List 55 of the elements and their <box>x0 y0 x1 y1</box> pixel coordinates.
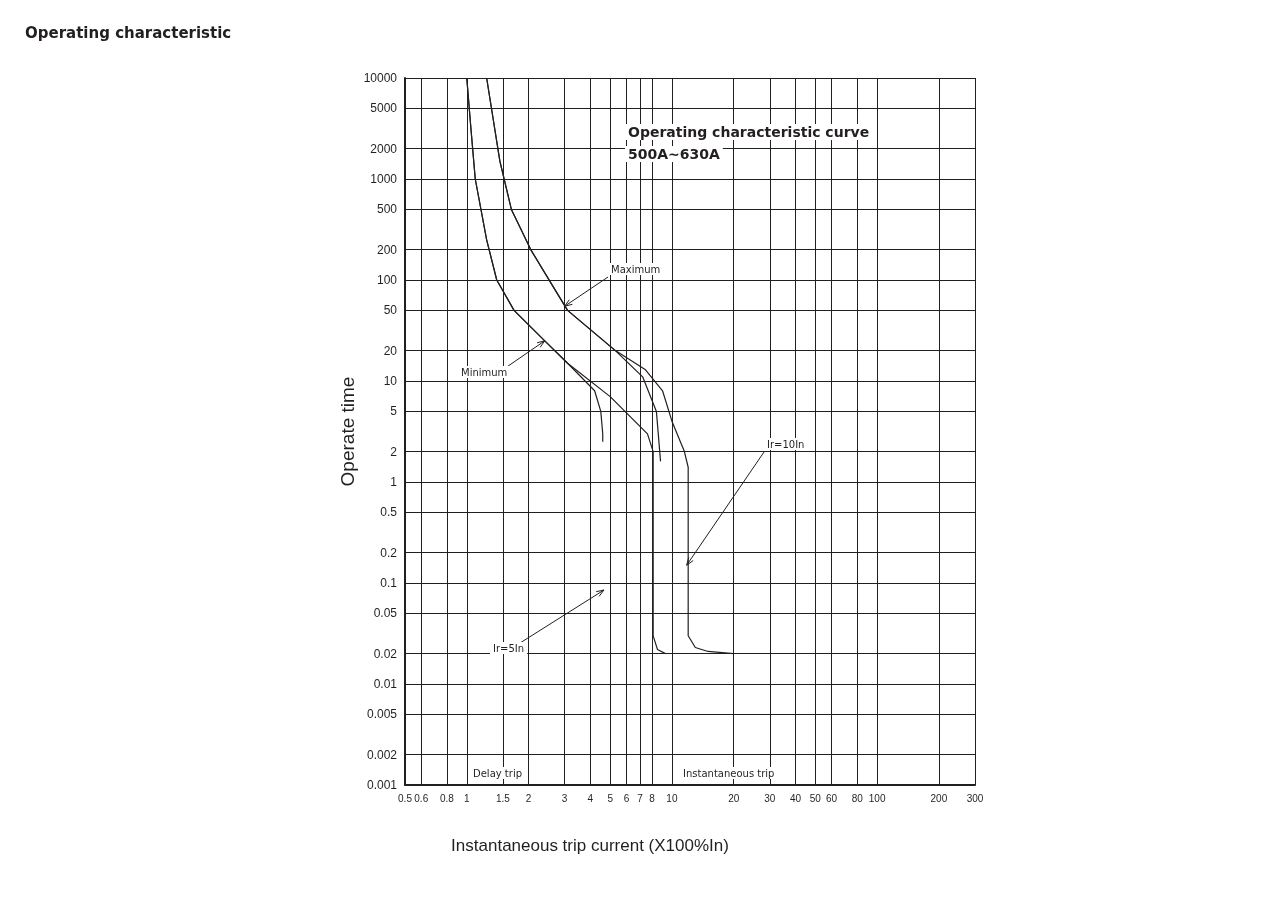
y-tick-label: 0.1 <box>380 576 398 590</box>
y-tick-label: 20 <box>383 343 398 358</box>
y-tick-label: 1 <box>390 475 398 489</box>
x-tick-label: 5 <box>607 792 614 804</box>
x-tick-label: 30 <box>764 792 776 804</box>
y-tick-label: 0.2 <box>380 545 398 560</box>
y-tick-label: 0.5 <box>380 505 398 520</box>
y-tick-label: 10000 <box>363 71 398 85</box>
x-tick-label: 4 <box>587 792 594 804</box>
y-tick-label: 0.01 <box>373 677 398 691</box>
x-tick-label: 6 <box>623 792 630 804</box>
annotation: Minimum <box>461 366 508 378</box>
annotation: Ir=5In <box>493 642 525 654</box>
y-tick-label: 0.05 <box>373 606 398 621</box>
annotation: Delay trip <box>473 767 523 779</box>
y-tick-label: 200 <box>376 242 398 257</box>
y-tick-label: 5000 <box>370 101 398 116</box>
annotation: Operating characteristic curve <box>628 124 870 140</box>
annotation: 500A~630A <box>628 146 721 162</box>
x-tick-label: 60 <box>826 792 838 804</box>
text: Operating characteristic <box>25 23 232 42</box>
x-tick-label: 8 <box>649 792 656 804</box>
annotation: Maximum <box>611 263 661 275</box>
x-tick-label: 20 <box>728 792 740 804</box>
y-tick-label: 2 <box>390 444 398 459</box>
x-tick-label: 0.6 <box>414 792 429 804</box>
x-tick-label: 0.5 <box>398 792 413 804</box>
x-tick-label: 300 <box>966 792 984 804</box>
y-tick-label: 0.001 <box>366 778 398 792</box>
annotation: Ir=10In <box>767 438 805 450</box>
y-tick-label: 0.02 <box>373 646 398 661</box>
x-axis-title: Instantaneous trip current (X100%In) <box>451 836 729 855</box>
x-tick-label: 0.8 <box>439 792 455 804</box>
y-tick-label: 2000 <box>370 141 398 156</box>
x-tick-label: 40 <box>789 792 802 804</box>
y-tick-label: 500 <box>376 202 398 217</box>
x-tick-label: 2 <box>525 792 532 804</box>
x-tick-label: 1 <box>463 792 470 804</box>
y-tick-label: 5 <box>390 404 398 419</box>
x-tick-label: 1.5 <box>495 792 511 804</box>
y-tick-label: 0.005 <box>366 707 398 722</box>
x-tick-label: 10 <box>666 792 678 804</box>
y-tick-label: 100 <box>376 273 398 287</box>
y-tick-label: 50 <box>383 303 398 318</box>
x-tick-label: 7 <box>637 792 644 804</box>
y-tick-label: 10 <box>383 374 398 388</box>
x-tick-label: 100 <box>868 792 886 804</box>
y-tick-label: 1000 <box>370 172 398 186</box>
y-axis-title: Operate time <box>337 376 358 487</box>
x-tick-label: 50 <box>809 792 822 804</box>
x-tick-label: 200 <box>930 792 948 804</box>
y-tick-label: 0.002 <box>366 747 398 762</box>
annotation: Instantaneous trip <box>683 767 775 779</box>
x-tick-label: 3 <box>561 792 568 804</box>
x-tick-label: 80 <box>851 792 864 804</box>
